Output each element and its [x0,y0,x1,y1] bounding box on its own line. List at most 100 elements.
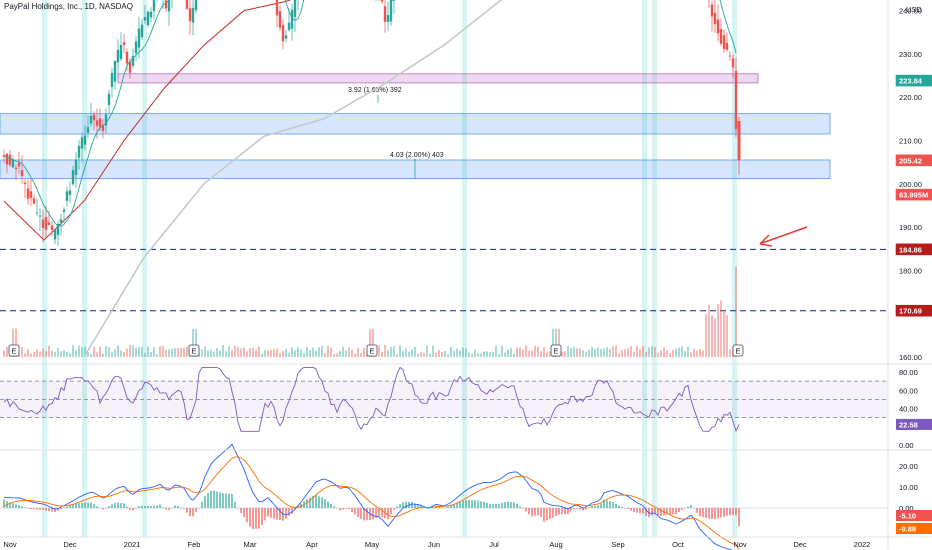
macd-histogram-bar [117,502,119,508]
volume-bar [81,346,83,357]
volume-bar [153,346,155,357]
candle-body [734,71,738,130]
candle-body [104,114,108,126]
macd-histogram-bar [324,499,326,508]
macd-histogram-bar [12,503,14,508]
volume-bar [615,345,617,357]
macd-histogram-bar [399,503,401,508]
volume-bar [225,351,227,357]
volume-bar [282,350,284,357]
candle-body [47,222,51,226]
candle-body [8,154,12,166]
macd-histogram-bar [102,508,104,510]
volume-bar [450,346,452,357]
volume-bar [621,350,623,357]
price-badge-box [895,188,932,201]
macd-histogram-bar [549,508,551,520]
macd-histogram-bar [693,508,695,509]
macd-histogram-bar [228,493,230,508]
candle-body [725,42,729,50]
macd-histogram-bar [108,506,110,508]
candle-body [65,191,69,201]
macd-histogram-bar [699,508,701,517]
volume-bar [531,350,533,357]
macd-histogram-bar [159,504,161,508]
macd-histogram-bar [681,508,683,511]
candle-body [5,153,9,165]
macd-histogram-bar [708,508,710,519]
candle [113,60,117,90]
price-badge-box [895,154,932,167]
candle [59,214,63,236]
candle [26,179,30,205]
fast-ma-line [3,0,737,227]
candle-body [137,28,141,48]
macd-histogram-bar [456,502,458,508]
volume-bar [354,353,356,357]
macd-histogram-bar [621,507,623,508]
macd-histogram-bar [519,506,521,508]
candle [134,36,138,62]
volume-bar [534,345,536,357]
macd-histogram-bar [198,508,200,509]
volume-bar [147,346,149,357]
volume-bar [405,348,407,357]
macd-histogram-bar [468,499,470,508]
macd-histogram-bar [489,503,491,508]
volume-bar [114,349,116,357]
candle-body [86,127,90,133]
rsi-badge-box [896,418,932,430]
volume-bar [165,350,167,357]
macd-histogram-bar [249,508,251,527]
volume-bar [192,329,194,357]
macd-histogram-bar [135,508,137,509]
rsi-line [3,366,740,433]
macd-histogram-bar [438,506,440,508]
volume-bar [447,353,449,357]
candle-body [383,6,387,22]
volume-bar [408,351,410,357]
rsi-badge-label: 22.58 [899,420,918,429]
macd-histogram-bar [81,502,83,508]
volume-bar [558,329,560,357]
macd-histogram-bar [540,508,542,517]
volume-bar [645,351,647,357]
volume-bar [24,353,26,357]
volume-bar [27,349,29,357]
macd-histogram-bar [441,507,443,508]
volume-bar [453,350,455,357]
candle [110,68,114,98]
macd-histogram-bar [27,508,29,509]
volume-bar [246,351,248,357]
macd-histogram-bar [129,508,131,510]
macd-histogram-bar [321,497,323,508]
macd-histogram-bar [150,506,152,508]
volume-bar [87,352,89,357]
macd-histogram-bar [612,502,614,508]
volume-bar [195,329,197,357]
volume-bar [642,345,644,357]
volume-bar [30,353,32,357]
candle-body [11,159,15,168]
macd-histogram-bar [183,508,185,509]
volume-bar [252,347,254,357]
volume-bar [684,351,686,357]
candle [116,39,120,78]
candle [156,0,158,2]
candle [375,0,377,2]
volume-bar [438,350,440,357]
macd-histogram-bar [264,508,266,521]
macd-histogram-bar [255,508,257,529]
macd-value-badge: -9.88 [896,523,932,534]
time-tick-label: May [365,540,379,549]
price-badge-label: 63.995M [899,191,928,200]
candle [146,10,150,28]
price-pane[interactable]: 3.92 (1.65%) 392 4.03 (2.00%) 403 E E E E E [0,0,888,358]
candle [92,111,96,131]
macd-histogram-bar [186,508,188,513]
price-tick-label: 210.00 [899,137,922,146]
